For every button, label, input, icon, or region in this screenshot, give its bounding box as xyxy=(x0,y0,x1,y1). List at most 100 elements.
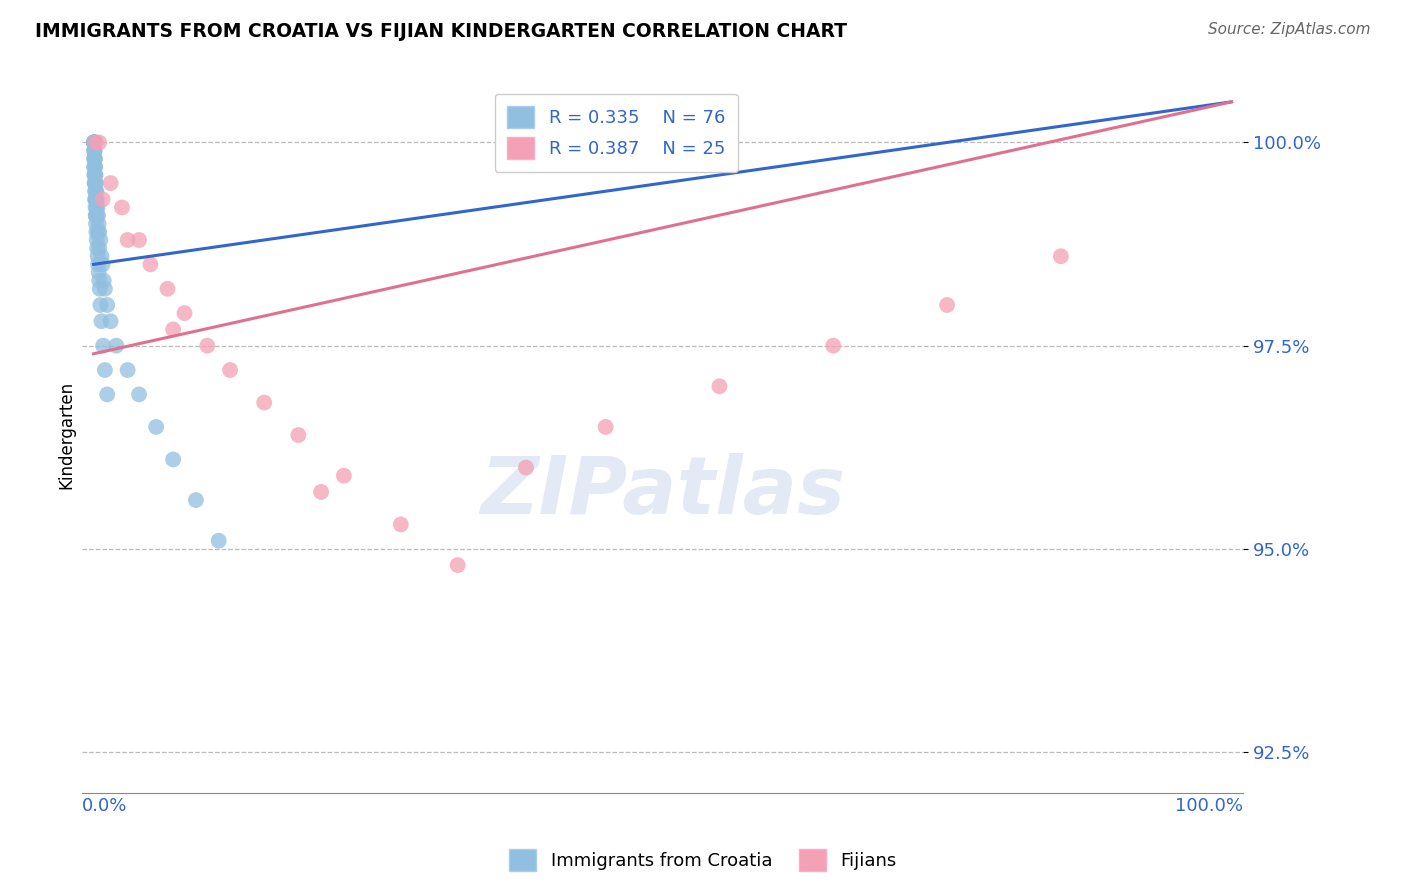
Text: 0.0%: 0.0% xyxy=(82,797,128,814)
Point xyxy=(83,136,105,150)
Point xyxy=(91,257,114,271)
Point xyxy=(83,168,105,182)
Point xyxy=(84,192,107,206)
Point xyxy=(287,428,309,442)
Point xyxy=(83,168,105,182)
Point xyxy=(83,160,105,174)
Legend: Immigrants from Croatia, Fijians: Immigrants from Croatia, Fijians xyxy=(502,842,904,879)
Point xyxy=(83,176,105,190)
Point xyxy=(86,184,108,198)
Point xyxy=(84,136,107,150)
Point xyxy=(333,468,356,483)
Point xyxy=(162,322,184,336)
Point xyxy=(90,249,112,263)
Point xyxy=(83,136,105,150)
Point xyxy=(936,298,959,312)
Point xyxy=(84,160,107,174)
Point xyxy=(208,533,231,548)
Point xyxy=(84,168,107,182)
Point xyxy=(709,379,731,393)
Point xyxy=(86,192,108,206)
Point xyxy=(86,233,108,247)
Point xyxy=(100,314,122,328)
Point xyxy=(91,338,114,352)
Point xyxy=(83,152,105,166)
Point xyxy=(89,136,111,150)
Point xyxy=(89,233,111,247)
Point xyxy=(83,152,105,166)
Point xyxy=(156,282,179,296)
Point xyxy=(447,558,470,573)
Point xyxy=(90,314,112,328)
Point xyxy=(173,306,195,320)
Point xyxy=(253,395,276,409)
Point xyxy=(84,176,107,190)
Point xyxy=(83,136,105,150)
Point xyxy=(595,420,617,434)
Point xyxy=(86,241,108,255)
Point xyxy=(96,298,118,312)
Point xyxy=(86,249,108,263)
Point xyxy=(93,274,115,288)
Text: IMMIGRANTS FROM CROATIA VS FIJIAN KINDERGARTEN CORRELATION CHART: IMMIGRANTS FROM CROATIA VS FIJIAN KINDER… xyxy=(35,22,848,41)
Point xyxy=(83,144,105,158)
Text: Source: ZipAtlas.com: Source: ZipAtlas.com xyxy=(1208,22,1371,37)
Point xyxy=(309,485,332,500)
Point xyxy=(184,493,207,508)
Point xyxy=(83,144,105,158)
Point xyxy=(111,201,134,215)
Point xyxy=(87,217,110,231)
Point xyxy=(89,241,111,255)
Point xyxy=(84,184,107,198)
Point xyxy=(100,176,122,190)
Point xyxy=(83,136,105,150)
Point xyxy=(84,209,107,223)
Point xyxy=(128,387,150,401)
Point xyxy=(84,217,107,231)
Point xyxy=(86,225,108,239)
Point xyxy=(823,338,845,352)
Point xyxy=(89,274,111,288)
Legend: R = 0.335    N = 76, R = 0.387    N = 25: R = 0.335 N = 76, R = 0.387 N = 25 xyxy=(495,94,738,172)
Point xyxy=(86,209,108,223)
Point xyxy=(128,233,150,247)
Point xyxy=(89,282,111,296)
Point xyxy=(117,363,139,377)
Point xyxy=(86,201,108,215)
Text: ZIPatlas: ZIPatlas xyxy=(479,453,845,532)
Point xyxy=(145,420,167,434)
Point xyxy=(83,152,105,166)
Point xyxy=(83,144,105,158)
Point xyxy=(87,265,110,279)
Point xyxy=(84,192,107,206)
Point xyxy=(83,160,105,174)
Point xyxy=(83,168,105,182)
Point xyxy=(91,192,114,206)
Point xyxy=(83,160,105,174)
Point xyxy=(87,209,110,223)
Y-axis label: Kindergarten: Kindergarten xyxy=(58,381,75,489)
Point xyxy=(83,136,105,150)
Point xyxy=(515,460,537,475)
Point xyxy=(139,257,162,271)
Point xyxy=(87,225,110,239)
Point xyxy=(96,387,118,401)
Point xyxy=(84,184,107,198)
Point xyxy=(195,338,218,352)
Point xyxy=(83,136,105,150)
Point xyxy=(83,168,105,182)
Point xyxy=(84,192,107,206)
Text: 100.0%: 100.0% xyxy=(1175,797,1243,814)
Point xyxy=(84,176,107,190)
Point xyxy=(117,233,139,247)
Point xyxy=(219,363,242,377)
Point xyxy=(87,257,110,271)
Point xyxy=(83,176,105,190)
Point xyxy=(105,338,128,352)
Point xyxy=(89,225,111,239)
Point xyxy=(94,363,117,377)
Point xyxy=(1050,249,1073,263)
Point xyxy=(83,152,105,166)
Point xyxy=(89,298,111,312)
Point xyxy=(83,136,105,150)
